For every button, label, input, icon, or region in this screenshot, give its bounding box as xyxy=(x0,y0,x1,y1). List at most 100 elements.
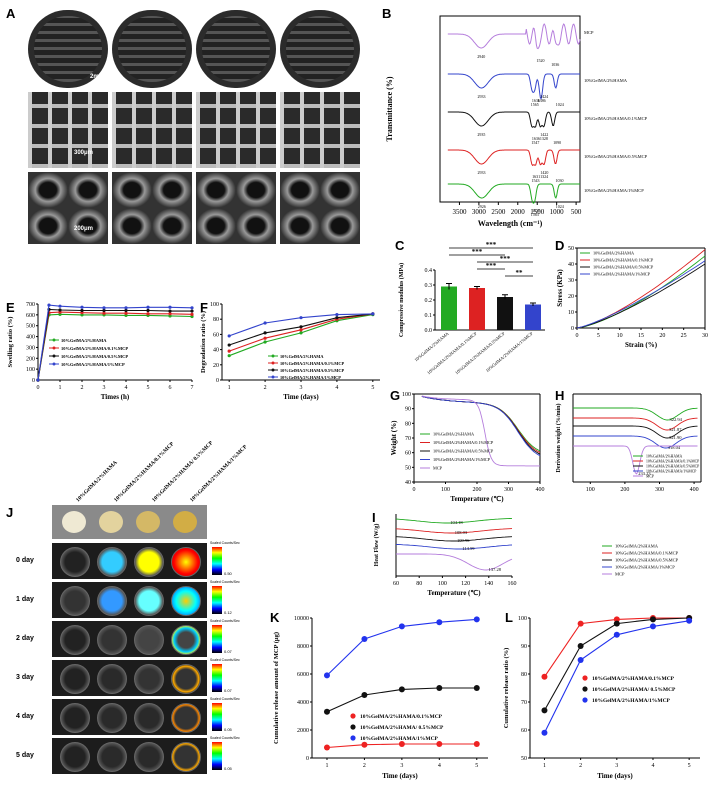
y-tick-label: 700 xyxy=(26,302,35,308)
data-point xyxy=(227,354,231,358)
legend-label: 10%GelMA/2%HAMA xyxy=(646,455,683,459)
dsc-heat-flow-chart: 60 80 100 120 140 160 Temperature (℃) Heat Flow… xyxy=(373,514,679,597)
data-point xyxy=(361,741,368,748)
x-tick-label: 1 xyxy=(228,385,231,391)
ivis-well xyxy=(97,742,127,772)
peak-label: 1024 xyxy=(556,102,564,107)
data-point xyxy=(263,340,267,344)
x-tick-label: 400 xyxy=(536,487,545,493)
y-axis-label: Weight (%) xyxy=(390,420,398,455)
legend-marker xyxy=(582,697,588,703)
x-tick-label: 80 xyxy=(416,581,422,587)
ivis-well xyxy=(134,547,164,577)
y-tick-label: 60 xyxy=(405,451,411,457)
color-scale-min: 0 xyxy=(212,571,215,576)
hydrogel-sample xyxy=(173,511,197,533)
peak-label: 1543 xyxy=(532,178,540,183)
x-tick-label: 4 xyxy=(335,385,338,391)
y-tick-label: 80 xyxy=(521,672,527,678)
bar xyxy=(441,286,457,330)
data-point xyxy=(263,331,267,335)
ivis-well xyxy=(171,703,201,733)
legend-label: 10%GelMA/2%HAMA/0.5%MCP xyxy=(61,354,128,359)
legend-label: MCP xyxy=(433,466,443,471)
x-tick-label: 4 xyxy=(125,385,128,391)
peak-annotation: 109.96 xyxy=(457,538,470,543)
color-scale-max: 0.07 xyxy=(224,688,232,693)
dtg-line xyxy=(573,417,698,431)
x-tick-label: 3 xyxy=(400,763,403,769)
peak-annotation: 233.13 xyxy=(638,471,651,476)
x-tick-label: 1500 xyxy=(530,208,545,216)
bar xyxy=(469,288,485,330)
y-tick-label: 500 xyxy=(26,324,35,330)
y-tick-label: 10 xyxy=(568,310,574,316)
x-tick-label: 160 xyxy=(508,581,517,587)
y-tick-label: 30 xyxy=(568,278,574,284)
day-label: 5 day xyxy=(16,752,34,759)
x-tick-label: 2 xyxy=(363,763,366,769)
panel-letter-i: I xyxy=(372,510,376,525)
data-point xyxy=(613,616,620,623)
sem-scale-label: 200μm xyxy=(74,226,94,232)
dtg-line xyxy=(573,425,698,439)
x-axis-label: Time (days) xyxy=(382,772,418,780)
x-tick-label: 3000 xyxy=(472,208,487,216)
sem-image xyxy=(112,10,192,88)
legend-label: 10%GelMA/2%HAMA/0.1%MCP xyxy=(593,258,654,263)
panel-letter-a: A xyxy=(6,6,16,21)
peak-label: 1420 xyxy=(540,170,548,175)
data-point xyxy=(577,620,584,627)
legend-label: 10%GelMA/2%HAMA/1%MCP xyxy=(646,470,696,474)
ftir-chart: 3500 3000 2500 2000 1500 1000 500 Wavelength (c… xyxy=(385,15,648,228)
x-tick-label: 60 xyxy=(393,581,399,587)
swelling-ratio-chart: 0 1 2 3 4 5 6 7 0 100 200 300 400 500 600 700 Times (h) S… xyxy=(7,302,194,401)
data-point xyxy=(168,312,172,316)
panel-letter-c: C xyxy=(395,238,405,253)
category-label: 10%GelMA/2%HAMA/0.1%MCP xyxy=(426,331,478,376)
x-tick-label: 5 xyxy=(475,763,478,769)
x-axis-label: Strain (%) xyxy=(625,341,658,349)
stress-strain-chart: 0 5 10 15 20 25 30 0 10 20 30 40 50 Strain (%) Stress … xyxy=(556,246,708,349)
legend-label: 10%GelMA/2%HAMA/0.1%MCP xyxy=(360,714,443,720)
x-tick-label: 4 xyxy=(651,763,654,769)
ivis-well xyxy=(134,625,164,655)
ivis-well xyxy=(171,586,201,616)
data-point xyxy=(80,305,84,309)
legend-label: 10%GelMA/2%HAMA xyxy=(593,251,635,256)
data-point xyxy=(649,616,656,623)
y-axis-label: Swelling ratio (%) xyxy=(7,317,14,368)
data-point xyxy=(190,309,194,313)
dtg-line xyxy=(573,435,698,449)
data-point xyxy=(541,729,548,736)
x-tick-label: 5 xyxy=(371,385,374,391)
y-axis-label: Compressive modulus (MPa) xyxy=(398,263,405,337)
color-scale-bar xyxy=(212,703,222,731)
significance-label: ** xyxy=(516,269,524,277)
y-tick-label: 40 xyxy=(405,480,411,486)
sem-image xyxy=(28,92,108,168)
data-point xyxy=(323,744,330,751)
peak-annotation: 104.18 xyxy=(450,520,463,525)
y-tick-label: 50 xyxy=(405,465,411,471)
series-label: 10%GelMA/2%HAMA/0.5%MCP xyxy=(584,154,648,159)
legend-label: 10%GelMA/2%HAMA/1%MCP xyxy=(360,736,439,742)
color-scale-bar xyxy=(212,586,222,614)
ivis-column-headers: 10%GelMA/2%HAMA10%GelMA/2%HAMA/0.1%MCP10… xyxy=(75,440,249,504)
peak-label: 1036 xyxy=(551,62,559,67)
legend-marker xyxy=(582,675,588,681)
sem-image xyxy=(28,10,108,88)
legend-label: 10%GelMA/2%HAMA/0.5%MCP xyxy=(615,558,679,563)
data-point xyxy=(436,685,443,691)
x-tick-label: 400 xyxy=(690,487,699,493)
y-tick-label: 0 xyxy=(216,378,219,384)
y-tick-label: 60 xyxy=(521,728,527,734)
sem-image xyxy=(112,92,192,168)
y-tick-label: 0 xyxy=(571,326,574,332)
panel-letter-l: L xyxy=(505,610,513,625)
data-point xyxy=(335,316,339,320)
data-point xyxy=(146,312,150,316)
ivis-well xyxy=(171,625,201,655)
column-header: 10%GelMA/2%HAMA/0.1%MCP xyxy=(113,441,176,504)
y-tick-label: 4000 xyxy=(297,700,309,706)
